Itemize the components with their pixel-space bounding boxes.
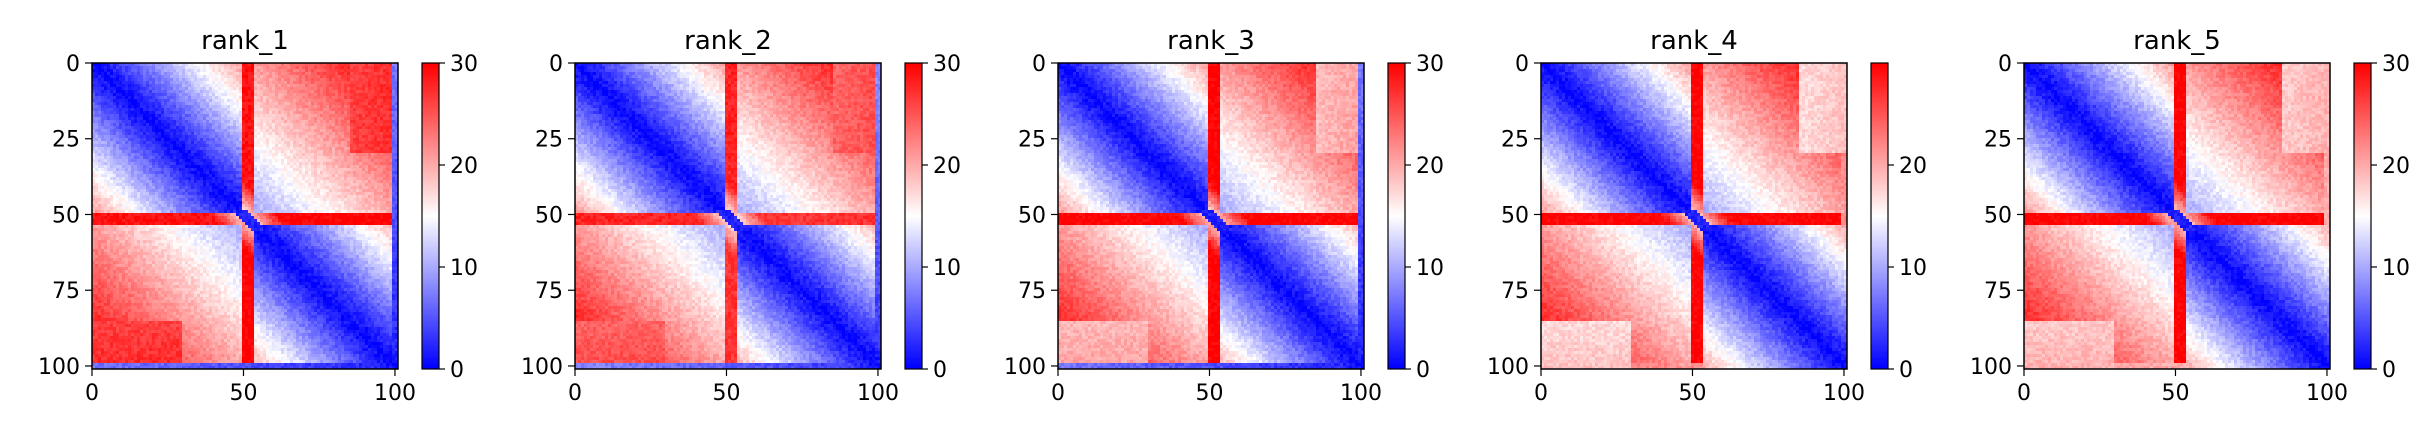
colorbar-frame xyxy=(421,62,440,370)
panel-title: rank_2 xyxy=(684,26,772,56)
colorbar-tick-label: 20 xyxy=(1899,154,1927,179)
y-tick-label: 0 xyxy=(1998,52,2012,77)
colorbar-frame xyxy=(1387,62,1406,370)
colorbar-tick-label: 10 xyxy=(1416,256,1444,281)
x-tick-label: 100 xyxy=(374,381,416,406)
colorbar-tick-label: 0 xyxy=(2382,358,2396,383)
colorbar-tick-label: 30 xyxy=(450,52,478,77)
x-tick-label: 100 xyxy=(857,381,899,406)
x-tick-label: 0 xyxy=(568,381,582,406)
x-tick-label: 100 xyxy=(2306,381,2348,406)
y-tick-label: 25 xyxy=(535,128,563,153)
y-tick-label: 50 xyxy=(535,203,563,228)
colorbar-tick-label: 0 xyxy=(1899,358,1913,383)
colorbar-tick-label: 30 xyxy=(1416,52,1444,77)
colorbar-gradient xyxy=(905,63,922,369)
y-tick-label: 100 xyxy=(1004,355,1046,380)
heatmap-cells xyxy=(1541,63,1847,369)
colorbar-frame xyxy=(904,62,923,370)
y-tick-label: 75 xyxy=(1984,279,2012,304)
x-tick-label: 0 xyxy=(1534,381,1548,406)
colorbar-gradient xyxy=(1388,63,1405,369)
y-tick-label: 75 xyxy=(1018,279,1046,304)
colorbar-tick-label: 10 xyxy=(450,256,478,281)
colorbar-tick-label: 20 xyxy=(450,154,478,179)
axes-frame xyxy=(1057,62,1365,370)
x-tick-label: 0 xyxy=(85,381,99,406)
y-tick-label: 25 xyxy=(1501,128,1529,153)
y-tick-label: 50 xyxy=(1501,203,1529,228)
axes-frame xyxy=(1540,62,1848,370)
colorbar-tick-label: 0 xyxy=(450,358,464,383)
y-tick-label: 50 xyxy=(1018,203,1046,228)
x-tick-label: 50 xyxy=(1678,381,1706,406)
colorbar-frame xyxy=(1870,62,1889,370)
y-tick-label: 75 xyxy=(535,279,563,304)
y-tick-label: 100 xyxy=(38,355,80,380)
colorbar-tick-label: 10 xyxy=(933,256,961,281)
colorbar-tick-label: 0 xyxy=(1416,358,1430,383)
y-tick-label: 0 xyxy=(1515,52,1529,77)
panel-title: rank_5 xyxy=(2133,26,2221,56)
y-tick-label: 0 xyxy=(549,52,563,77)
colorbar-tick-label: 20 xyxy=(2382,154,2410,179)
y-tick-label: 25 xyxy=(52,128,80,153)
colorbar-tick-label: 20 xyxy=(1416,154,1444,179)
heatmap-cells xyxy=(1058,63,1364,369)
heatmap-cells xyxy=(575,63,881,369)
colorbar-gradient xyxy=(1871,63,1888,369)
y-tick-label: 25 xyxy=(1984,128,2012,153)
colorbar-tick-label: 20 xyxy=(933,154,961,179)
y-tick-label: 75 xyxy=(1501,279,1529,304)
panel-title: rank_1 xyxy=(201,26,289,56)
colorbar-gradient xyxy=(2354,63,2371,369)
y-tick-label: 25 xyxy=(1018,128,1046,153)
x-tick-label: 100 xyxy=(1340,381,1382,406)
y-tick-label: 100 xyxy=(1970,355,2012,380)
axes-frame xyxy=(91,62,399,370)
heatmap-cells xyxy=(2024,63,2330,369)
y-tick-label: 50 xyxy=(52,203,80,228)
axes-frame xyxy=(2023,62,2331,370)
x-tick-label: 50 xyxy=(712,381,740,406)
colorbar-tick-label: 10 xyxy=(1899,256,1927,281)
x-tick-label: 0 xyxy=(1051,381,1065,406)
axes-frame xyxy=(574,62,882,370)
x-tick-label: 0 xyxy=(2017,381,2031,406)
y-tick-label: 50 xyxy=(1984,203,2012,228)
colorbar-tick-label: 10 xyxy=(2382,256,2410,281)
y-tick-label: 0 xyxy=(66,52,80,77)
colorbar-frame xyxy=(2353,62,2372,370)
colorbar-tick-label: 0 xyxy=(933,358,947,383)
colorbar-tick-label: 30 xyxy=(2382,52,2410,77)
heatmap-cells xyxy=(92,63,398,369)
y-tick-label: 100 xyxy=(521,355,563,380)
panel-title: rank_4 xyxy=(1650,26,1738,56)
x-tick-label: 100 xyxy=(1823,381,1865,406)
colorbar-tick-label: 30 xyxy=(933,52,961,77)
y-tick-label: 0 xyxy=(1032,52,1046,77)
x-tick-label: 50 xyxy=(2161,381,2189,406)
panel-title: rank_3 xyxy=(1167,26,1255,56)
colorbar-gradient xyxy=(422,63,439,369)
x-tick-label: 50 xyxy=(1195,381,1223,406)
x-tick-label: 50 xyxy=(229,381,257,406)
y-tick-label: 75 xyxy=(52,279,80,304)
y-tick-label: 100 xyxy=(1487,355,1529,380)
